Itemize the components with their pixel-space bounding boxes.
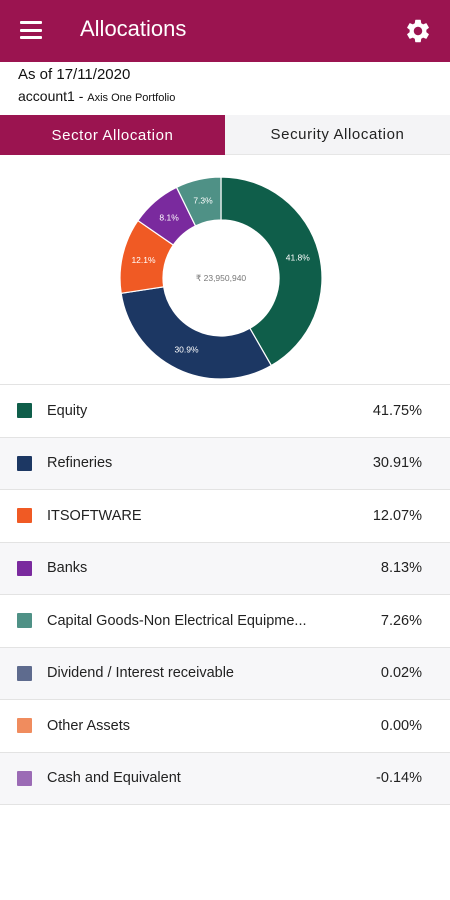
legend-swatch: [17, 403, 32, 419]
legend-swatch: [17, 560, 32, 576]
sector-name: Banks: [47, 560, 88, 577]
list-item[interactable]: Dividend / Interest receivable 0.02%: [0, 647, 450, 700]
sector-percent: 41.75%: [372, 402, 422, 419]
sector-percent: 8.13%: [380, 560, 422, 577]
list-item[interactable]: Equity 41.75%: [0, 385, 450, 438]
sector-percent: 0.02%: [380, 665, 422, 682]
donut-slice-0[interactable]: [220, 176, 323, 367]
tab-sector-allocation[interactable]: Sector Allocation: [0, 115, 225, 155]
donut-slice-4[interactable]: [175, 176, 222, 227]
sector-percent: 7.26%: [380, 612, 422, 629]
account-line: account1 - Axis One Portfolio: [18, 88, 175, 104]
list-item[interactable]: Other Assets 0.00%: [0, 700, 450, 753]
slice-label-3: 8.1%: [159, 213, 179, 223]
list-item[interactable]: ITSOFTWARE 12.07%: [0, 490, 450, 543]
app-bar: Allocations: [0, 0, 450, 62]
slice-label-4: 7.3%: [193, 196, 213, 206]
donut-slice-1[interactable]: [120, 286, 273, 380]
sector-percent: 0.00%: [380, 717, 422, 734]
sector-percent: 12.07%: [372, 507, 422, 524]
chart-center-total: ₹ 23,950,940: [196, 273, 247, 283]
list-item[interactable]: Banks 8.13%: [0, 542, 450, 595]
account-separator: -: [74, 88, 88, 104]
account-name: account1: [18, 88, 75, 104]
page-title: Allocations: [80, 16, 187, 41]
legend-swatch: [17, 613, 32, 629]
list-item[interactable]: Cash and Equivalent -0.14%: [0, 752, 450, 805]
menu-icon[interactable]: [20, 21, 42, 39]
list-item[interactable]: Refineries 30.91%: [0, 437, 450, 490]
sector-name: Other Assets: [47, 717, 131, 734]
sector-name: Dividend / Interest receivable: [47, 665, 234, 682]
gear-icon[interactable]: [404, 17, 432, 45]
sector-name: Refineries: [47, 455, 113, 472]
slice-label-0: 41.8%: [286, 253, 311, 263]
legend-swatch: [17, 718, 32, 734]
sector-name: ITSOFTWARE: [47, 507, 142, 524]
allocation-donut-chart: ₹ 23,950,940 41.8% 30.9% 12.1% 8.1% 7.3%: [119, 176, 323, 380]
legend-swatch: [17, 455, 32, 471]
sector-name: Capital Goods-Non Electrical Equipme...: [47, 612, 307, 629]
portfolio-name: Axis One Portfolio: [87, 92, 176, 104]
slice-label-1: 30.9%: [174, 345, 199, 355]
legend-swatch: [17, 770, 32, 786]
allocation-tabs: Sector Allocation Security Allocation: [0, 115, 450, 155]
sector-percent: 30.91%: [372, 455, 422, 472]
sector-percent: -0.14%: [376, 770, 422, 787]
slice-label-2: 12.1%: [131, 255, 156, 265]
as-of-date: As of 17/11/2020: [18, 66, 131, 83]
legend-swatch: [17, 665, 32, 681]
account-info: As of 17/11/2020 account1 - Axis One Por…: [18, 66, 175, 104]
list-item[interactable]: Capital Goods-Non Electrical Equipme... 7…: [0, 595, 450, 648]
sector-name: Equity: [47, 402, 88, 419]
sector-name: Cash and Equivalent: [47, 770, 181, 787]
legend-swatch: [17, 508, 32, 524]
tab-security-allocation[interactable]: Security Allocation: [225, 115, 450, 155]
allocation-list: Equity 41.75% Refineries 30.91% ITSOFTWARE 12…: [0, 384, 450, 805]
